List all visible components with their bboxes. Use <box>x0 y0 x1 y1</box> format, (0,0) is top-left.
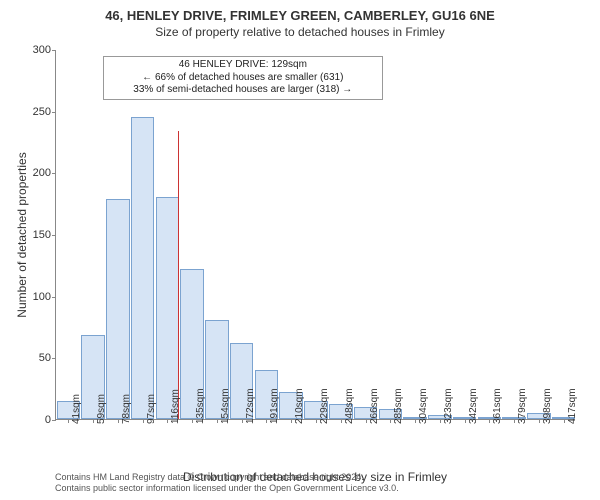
x-tick-mark <box>316 419 317 423</box>
x-tick-mark <box>489 419 490 423</box>
x-tick-mark <box>440 419 441 423</box>
y-tick-label: 150 <box>33 229 51 241</box>
y-tick-label: 300 <box>33 44 51 56</box>
annotation-line2: ← 66% of detached houses are smaller (63… <box>108 72 378 85</box>
title-address: 46, HENLEY DRIVE, FRIMLEY GREEN, CAMBERL… <box>0 0 600 23</box>
x-tick-mark <box>167 419 168 423</box>
x-tick-mark <box>266 419 267 423</box>
y-tick-label: 250 <box>33 106 51 118</box>
y-tick-mark <box>52 358 56 359</box>
x-tick-mark <box>390 419 391 423</box>
x-tick-label: 379sqm <box>517 388 528 424</box>
footer-line2: Contains public sector information licen… <box>55 483 399 494</box>
x-tick-mark <box>341 419 342 423</box>
y-axis-label: Number of detached properties <box>15 152 29 317</box>
annotation-line3: 33% of semi-detached houses are larger (… <box>108 84 378 97</box>
x-tick-mark <box>143 419 144 423</box>
x-tick-mark <box>242 419 243 423</box>
x-tick-label: 97sqm <box>146 394 157 424</box>
y-tick-label: 0 <box>45 414 51 426</box>
histogram-bar <box>131 117 155 419</box>
y-tick-label: 200 <box>33 167 51 179</box>
x-tick-mark <box>465 419 466 423</box>
x-tick-mark <box>291 419 292 423</box>
x-tick-mark <box>366 419 367 423</box>
x-tick-mark <box>564 419 565 423</box>
x-tick-mark <box>192 419 193 423</box>
histogram-bar <box>106 199 130 419</box>
x-tick-label: 361sqm <box>492 388 503 424</box>
x-tick-label: 78sqm <box>121 394 132 424</box>
title-subtitle: Size of property relative to detached ho… <box>0 23 600 39</box>
y-tick-mark <box>52 420 56 421</box>
x-tick-mark <box>93 419 94 423</box>
x-tick-label: 116sqm <box>170 389 181 424</box>
y-tick-mark <box>52 235 56 236</box>
x-tick-label: 342sqm <box>468 388 479 424</box>
x-tick-label: 398sqm <box>542 388 553 424</box>
footer-attribution: Contains HM Land Registry data © Crown c… <box>55 472 399 494</box>
y-tick-mark <box>52 50 56 51</box>
chart-container: Number of detached properties 46 HENLEY … <box>55 50 575 420</box>
x-tick-mark <box>415 419 416 423</box>
x-tick-label: 248sqm <box>344 388 355 424</box>
x-tick-label: 285sqm <box>393 388 404 424</box>
y-tick-label: 100 <box>33 291 51 303</box>
x-tick-label: 266sqm <box>369 388 380 424</box>
footer-line1: Contains HM Land Registry data © Crown c… <box>55 472 399 483</box>
annotation-line1: 46 HENLEY DRIVE: 129sqm <box>108 59 378 72</box>
x-tick-label: 135sqm <box>195 388 206 424</box>
y-tick-mark <box>52 112 56 113</box>
x-tick-label: 154sqm <box>220 388 231 424</box>
y-tick-label: 50 <box>39 352 51 364</box>
x-tick-mark <box>217 419 218 423</box>
x-tick-label: 417sqm <box>567 388 578 424</box>
y-tick-mark <box>52 297 56 298</box>
x-tick-mark <box>68 419 69 423</box>
x-tick-mark <box>514 419 515 423</box>
x-tick-mark <box>539 419 540 423</box>
y-tick-mark <box>52 173 56 174</box>
x-tick-label: 59sqm <box>96 394 107 424</box>
x-tick-label: 41sqm <box>71 394 82 424</box>
x-tick-label: 172sqm <box>245 388 256 424</box>
x-tick-label: 304sqm <box>418 388 429 424</box>
x-tick-label: 229sqm <box>319 388 330 424</box>
x-tick-label: 191sqm <box>269 388 280 424</box>
plot-area: 46 HENLEY DRIVE: 129sqm← 66% of detached… <box>55 50 575 420</box>
x-tick-label: 323sqm <box>443 388 454 424</box>
x-tick-mark <box>118 419 119 423</box>
reference-line <box>178 131 179 419</box>
x-tick-label: 210sqm <box>294 388 305 424</box>
histogram-bar <box>156 197 180 419</box>
annotation-box: 46 HENLEY DRIVE: 129sqm← 66% of detached… <box>103 56 383 100</box>
